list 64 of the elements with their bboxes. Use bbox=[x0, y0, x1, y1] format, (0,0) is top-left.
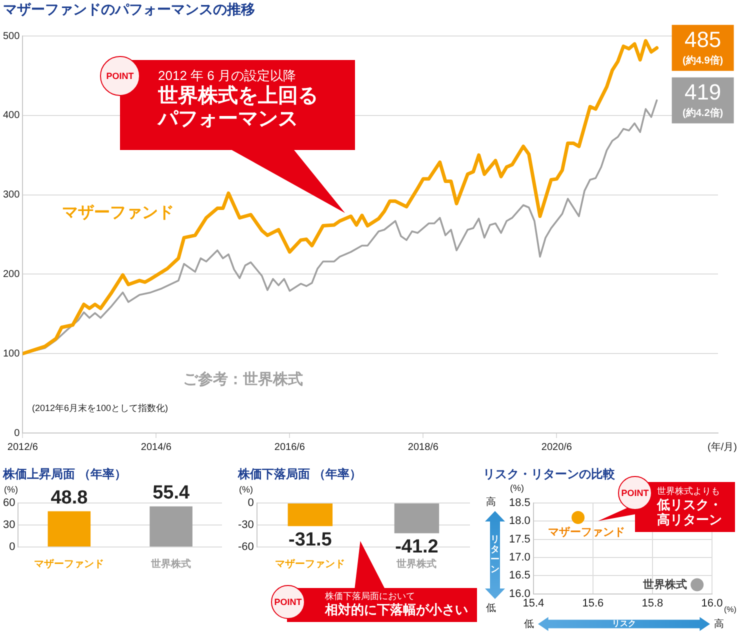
text: 低 bbox=[524, 618, 534, 631]
chart-title: マザーファンドのパフォーマンスの推移 bbox=[3, 1, 255, 19]
annotation: 485 bbox=[684, 26, 722, 52]
x-tick-label: 15.6 bbox=[582, 597, 604, 610]
x-tick-label: 2012/6 bbox=[7, 442, 38, 453]
text: (%) bbox=[724, 605, 736, 614]
y-tick-label: 18.0 bbox=[508, 515, 530, 528]
annotation: (約4.2倍) bbox=[682, 107, 724, 120]
chart-title: 株価上昇局面 （年率） bbox=[3, 466, 126, 483]
text: 低 bbox=[486, 602, 496, 615]
y-tick-label: 16.5 bbox=[508, 570, 530, 582]
data-label: 55.4 bbox=[152, 482, 190, 504]
text: 高 bbox=[486, 496, 496, 509]
y-tick-label: -60 bbox=[238, 541, 254, 554]
badge: POINT bbox=[618, 476, 652, 510]
x-tick-label: マザーファンド bbox=[275, 558, 346, 570]
x-tick-label: 2016/6 bbox=[274, 442, 306, 453]
x-axis-title: (年/月) bbox=[708, 440, 737, 453]
text: 高 bbox=[714, 618, 724, 631]
annotation: 世界株式を上回るパフォーマンス bbox=[158, 84, 319, 131]
y-tick-label: 17.5 bbox=[508, 533, 530, 546]
y-axis-title: (%) bbox=[239, 484, 253, 494]
y-tick-label: 18.5 bbox=[508, 497, 530, 510]
series-label: 世界株式 bbox=[642, 578, 688, 591]
data-label: -41.2 bbox=[395, 536, 438, 558]
annotation: 低リスク・高リターン bbox=[657, 496, 723, 528]
data-label: 48.8 bbox=[50, 487, 88, 508]
y-tick-label: 30 bbox=[2, 519, 16, 532]
annotation: 2012 年 6 月の設定以降 bbox=[158, 68, 297, 85]
y-tick-label: 17.0 bbox=[508, 552, 530, 564]
y-tick-label: 0 bbox=[14, 428, 20, 439]
x-tick-label: 2014/6 bbox=[140, 442, 172, 453]
series-label: マザーファンド bbox=[62, 203, 174, 222]
data-label: -31.5 bbox=[288, 529, 332, 550]
y-tick-label: 400 bbox=[2, 110, 20, 122]
y-axis-title: (%) bbox=[4, 484, 18, 494]
badge: POINT bbox=[100, 56, 140, 96]
badge: POINT bbox=[271, 585, 305, 619]
y-tick-label: 200 bbox=[2, 268, 20, 280]
chart-title: 株価下落局面 （年率） bbox=[238, 466, 362, 483]
x-tick-label: 15.4 bbox=[522, 597, 544, 610]
text: (%) bbox=[510, 483, 524, 493]
chart-title: リスク・リターンの比較 bbox=[483, 466, 615, 483]
x-tick-label: 2020/6 bbox=[541, 442, 572, 453]
y-tick-label: 60 bbox=[2, 497, 16, 510]
x-tick-label: マザーファンド bbox=[34, 558, 104, 570]
y-tick-label: -30 bbox=[238, 519, 254, 532]
text: ご参考：世界株式 bbox=[183, 371, 303, 388]
y-tick-label: 300 bbox=[2, 190, 20, 201]
y-tick-label: 500 bbox=[2, 30, 20, 42]
y-tick-label: 16.0 bbox=[508, 588, 530, 600]
annotation: 419 bbox=[684, 79, 722, 104]
y-axis-title: リターン bbox=[490, 534, 500, 575]
annotation: (約4.9倍) bbox=[682, 54, 724, 67]
x-tick-label: 15.8 bbox=[642, 597, 664, 610]
x-tick-label: 世界株式 bbox=[150, 558, 192, 570]
x-tick-label: 16.0 bbox=[701, 597, 723, 610]
y-tick-label: 100 bbox=[2, 348, 20, 360]
y-tick-label: 0 bbox=[9, 541, 16, 554]
series-label: マザーファンド bbox=[548, 526, 626, 539]
x-tick-label: 2018/6 bbox=[408, 442, 439, 453]
x-tick-label: 世界株式 bbox=[396, 558, 437, 570]
y-tick-label: 0 bbox=[248, 497, 254, 510]
annotation: (2012年6月末を100として指数化) bbox=[32, 402, 168, 415]
